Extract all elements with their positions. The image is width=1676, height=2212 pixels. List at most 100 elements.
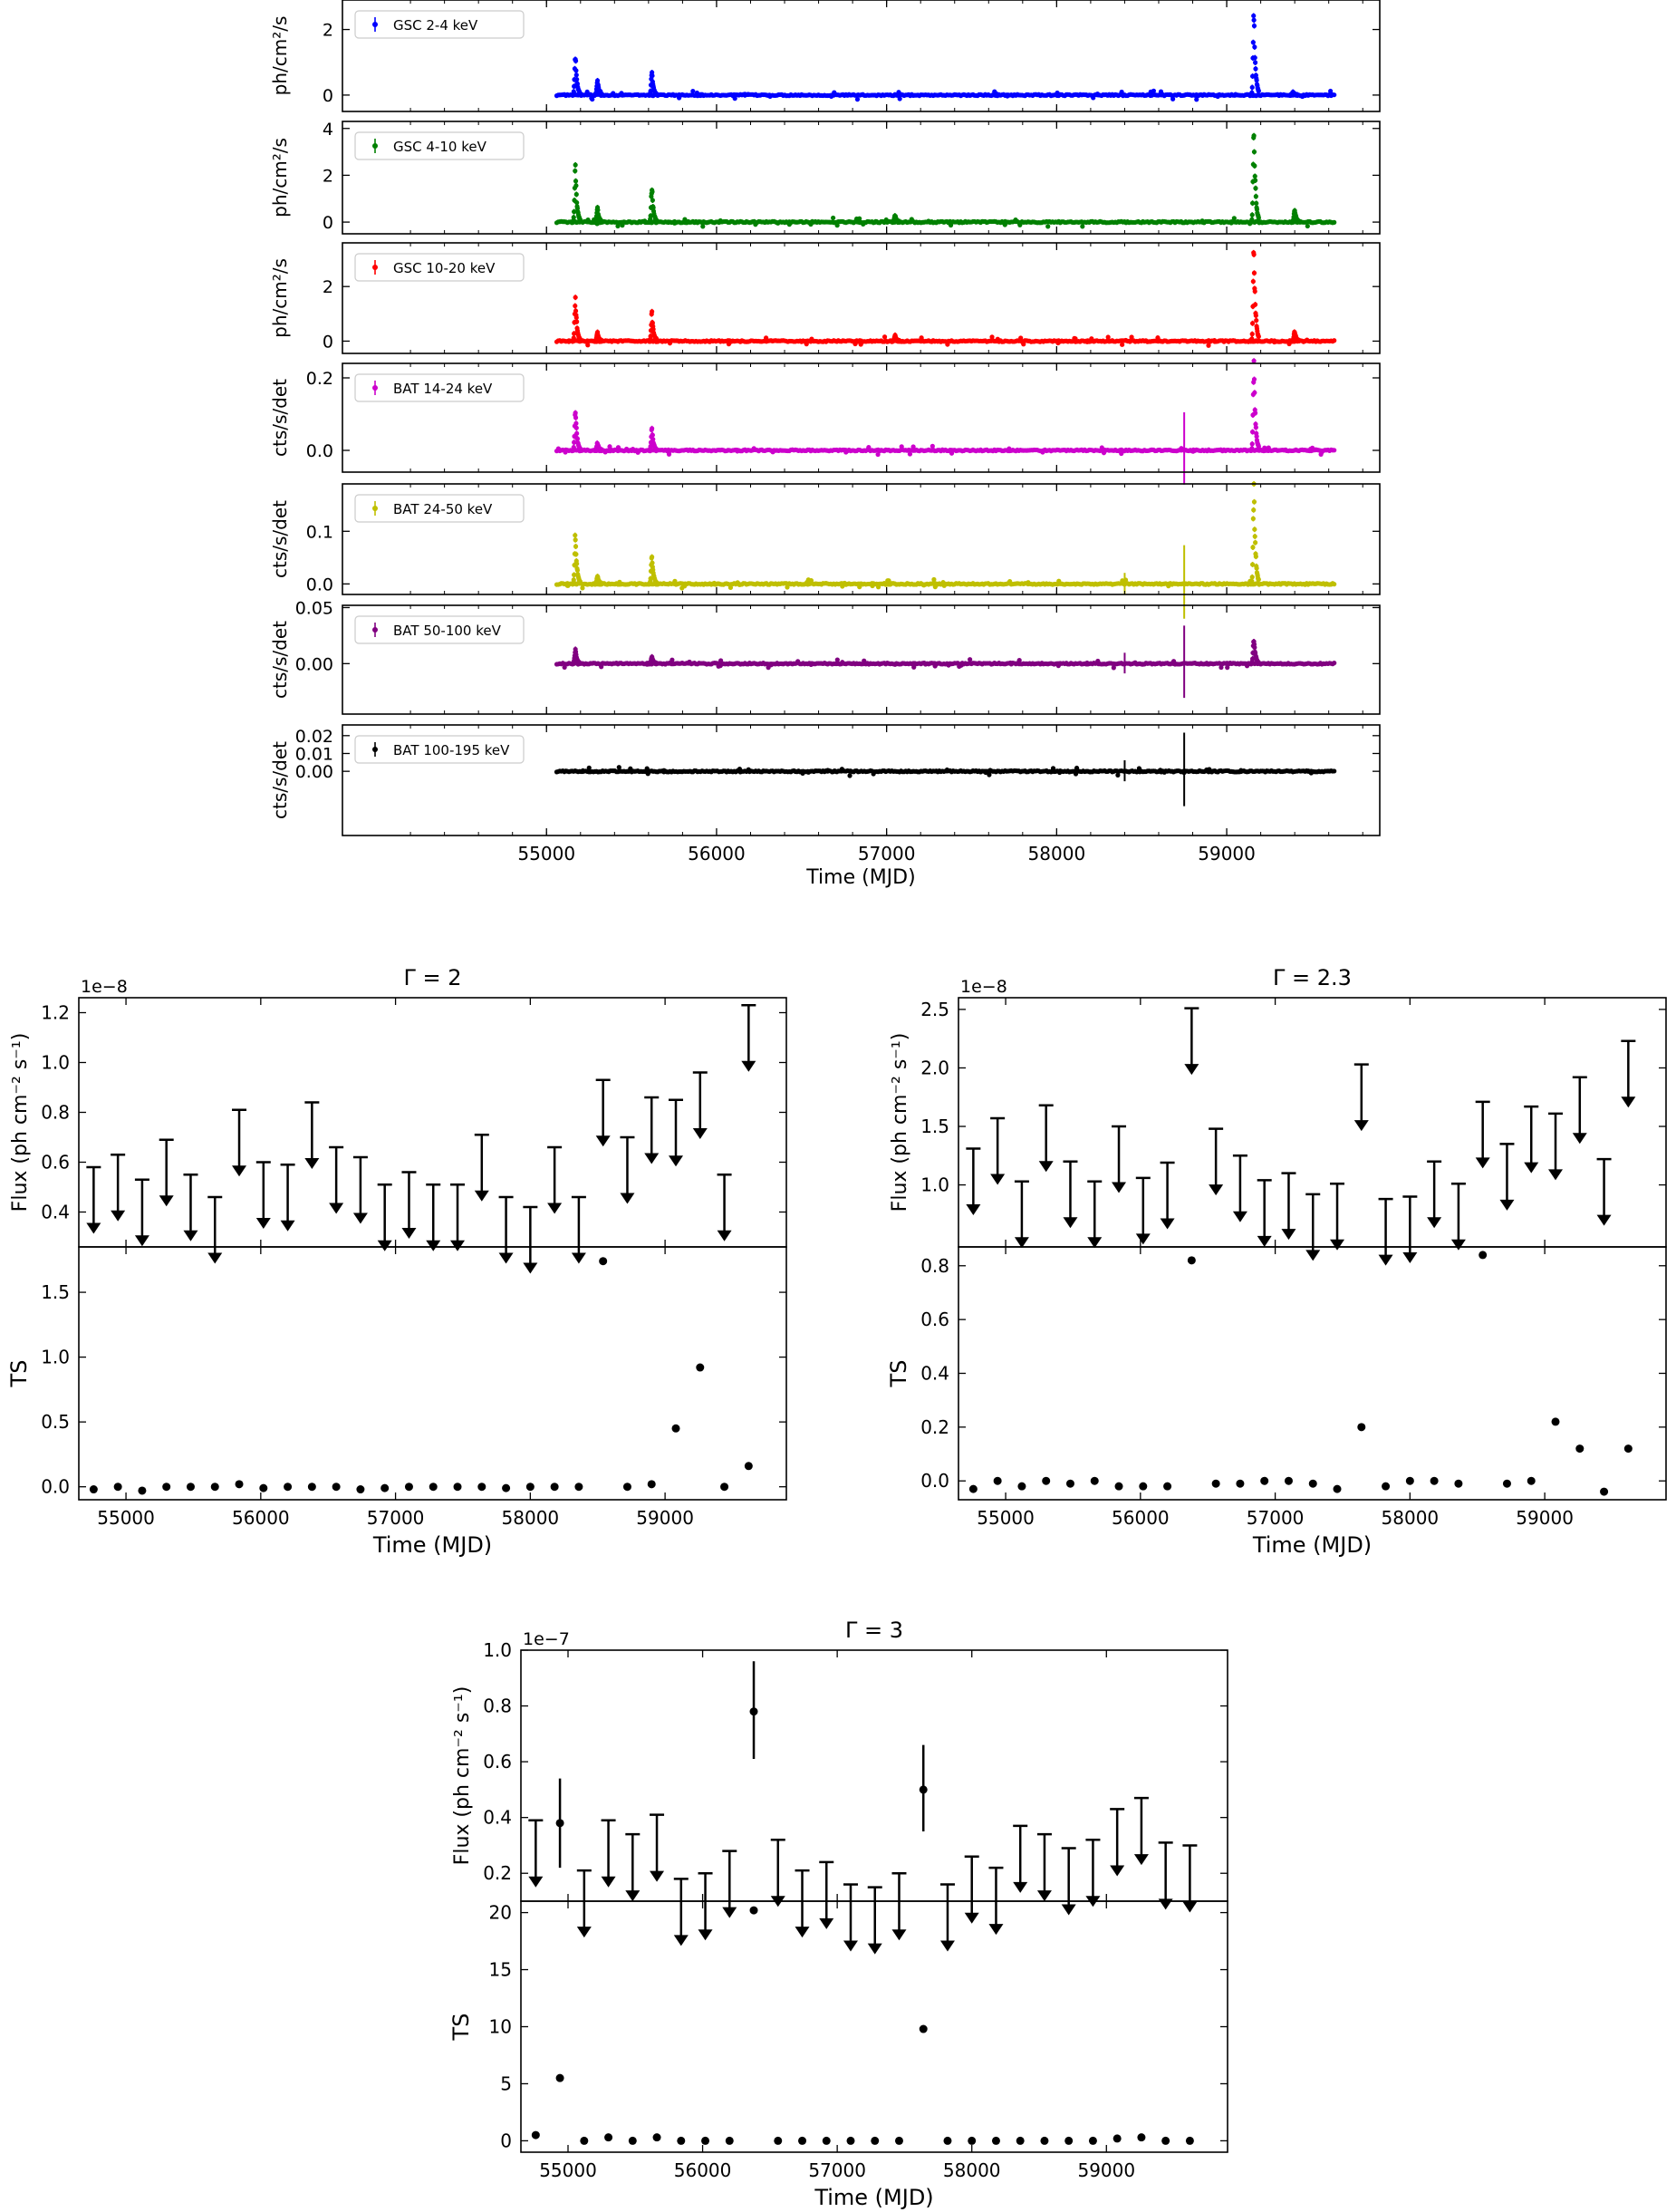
data-point (679, 585, 685, 591)
panel-gsc-2-4-kev: 0 2 ph/cm²/s GSC 2-4 keV (269, 0, 1381, 112)
data-point (932, 663, 938, 669)
data-point (834, 223, 840, 228)
data-point (1266, 445, 1271, 450)
data-point (667, 660, 672, 666)
data-point (1233, 92, 1238, 97)
data-point (1332, 448, 1337, 453)
legend-label: BAT 14-24 keV (393, 381, 493, 397)
legend: GSC 10-20 keV (354, 253, 525, 282)
data-point (700, 224, 706, 229)
data-point (994, 91, 999, 96)
flare (890, 332, 902, 344)
data-point (1055, 340, 1061, 346)
panel-frame (342, 483, 1381, 595)
data-point (705, 448, 710, 453)
data-point (1206, 343, 1211, 348)
data-point (852, 341, 858, 347)
data-point (1005, 93, 1010, 99)
data-point (1106, 338, 1113, 343)
data-point (949, 450, 955, 456)
flare (592, 329, 605, 344)
legend-frame (354, 494, 525, 523)
data-point (1091, 95, 1096, 101)
data-point (809, 336, 814, 342)
data-point (886, 578, 891, 584)
data-point (921, 583, 927, 588)
data-point (1332, 219, 1337, 225)
data-point (1158, 89, 1164, 94)
data-point (775, 220, 781, 226)
data-point (1002, 222, 1007, 227)
data-point (580, 585, 585, 591)
data-point (1095, 658, 1101, 664)
data-point (911, 664, 917, 670)
data-point (599, 664, 604, 670)
data-point (989, 334, 995, 340)
data-point (1021, 342, 1026, 347)
data-point (1166, 584, 1171, 589)
data-point (1196, 92, 1202, 98)
data-point (767, 93, 773, 100)
panel-frame (342, 0, 1381, 112)
data-point (737, 582, 742, 587)
data-point (763, 335, 769, 341)
data-point (1300, 93, 1305, 100)
data-point (1013, 217, 1018, 223)
data-point (1159, 339, 1164, 344)
panel-frame (342, 242, 1381, 354)
data-point (718, 217, 723, 224)
data-point (1089, 336, 1094, 342)
data-point (1199, 218, 1205, 224)
y-axis-label: cts/s/det (269, 500, 291, 578)
data-point (616, 582, 621, 587)
data-point (1307, 218, 1313, 225)
data-point (957, 663, 962, 670)
flare (1289, 208, 1303, 226)
data-point (850, 92, 855, 98)
data-point (1140, 662, 1145, 667)
data-point (1308, 446, 1314, 452)
panel-gsc-4-10-kev: 0 2 4 ph/cm²/s GSC 4-10 keV (269, 120, 1381, 235)
data-point (1194, 97, 1199, 102)
data-point (926, 218, 931, 224)
y-tick-label: 0 (323, 213, 333, 233)
data-point (746, 92, 751, 97)
data-point (1148, 89, 1153, 94)
data-point (687, 659, 692, 665)
data-point (630, 446, 636, 452)
data-point (946, 662, 951, 668)
data-point (563, 449, 568, 455)
legend-frame (354, 253, 525, 282)
data-point (1305, 223, 1310, 229)
data-point (1228, 220, 1234, 226)
data-point (909, 217, 914, 222)
flare (646, 425, 660, 453)
data-point (795, 659, 801, 664)
light-curve-panels: 0 2 ph/cm²/s GSC 2-4 keV 0 2 4 ph/cm²/s GSC 4-10… (269, 0, 1381, 889)
legend-frame (354, 131, 525, 160)
y-tick-label: 0.2 (306, 369, 333, 389)
legend: BAT 14-24 keV (354, 373, 525, 402)
flare (646, 308, 660, 344)
y-tick-label: 0.0 (306, 575, 333, 594)
legend-marker (372, 385, 378, 391)
y-tick-label: 4 (323, 120, 333, 140)
y-tick-label: 0 (323, 86, 333, 106)
data-point (843, 449, 849, 455)
data-point (884, 219, 890, 225)
data-point (883, 582, 889, 587)
panel-frame (342, 362, 1381, 473)
data-point (897, 96, 902, 101)
data-point (870, 583, 875, 589)
data-point (875, 584, 881, 590)
data-point (1170, 96, 1176, 101)
flare (1248, 358, 1261, 453)
data-point (1328, 582, 1334, 587)
data-point (1007, 446, 1012, 451)
data-point (732, 96, 737, 101)
flare (1248, 249, 1261, 344)
data-point (607, 444, 612, 449)
data-point (854, 97, 861, 102)
data-point (785, 584, 790, 590)
flare (570, 162, 583, 226)
